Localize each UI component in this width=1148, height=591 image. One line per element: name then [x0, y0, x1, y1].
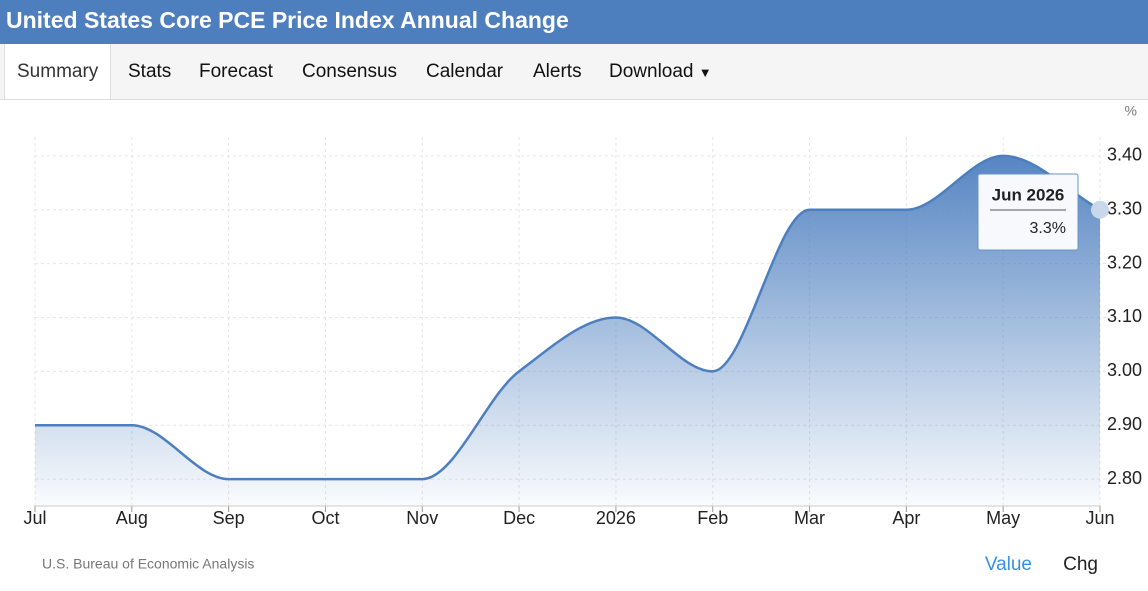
y-tick-label: 3.20	[1107, 252, 1142, 272]
tooltip-title: Jun 2026	[992, 185, 1065, 204]
dropdown-arrow[interactable]: ▼	[698, 65, 712, 80]
area	[35, 155, 1100, 507]
line	[35, 154, 1101, 481]
tab[interactable]: Stats	[128, 61, 172, 82]
unit-label: %	[1125, 103, 1137, 119]
x-tick-label: Apr	[892, 508, 920, 528]
tab-label[interactable]: Download	[609, 61, 694, 82]
tab[interactable]: Summary	[4, 44, 112, 99]
x-tick-label: Dec	[503, 508, 535, 528]
y-tick-label: 3.10	[1107, 306, 1142, 326]
x-tick-label: Nov	[406, 508, 438, 528]
page-title: United States Core PCE Price Index Annua…	[0, 0, 1148, 44]
x-tick-label: 2026	[596, 508, 636, 528]
tab[interactable]: Alerts	[533, 61, 582, 82]
chart: % 2.80 2.90 3.00 3.10 3.20 3.30 3.40 Jul Aug Sep O…	[23, 103, 1142, 575]
tab[interactable]: Forecast	[199, 61, 273, 82]
tooltip: Jun 2026 3.3%	[977, 173, 1079, 251]
x-tick-label: Sep	[213, 508, 245, 528]
x-tick-label: Aug	[116, 508, 148, 528]
tab[interactable]: Calendar	[426, 61, 504, 82]
tooltip-value: 3.3%	[1030, 220, 1066, 237]
tab[interactable]: Download ▼	[597, 44, 724, 99]
y-tick-label: 3.30	[1107, 198, 1142, 218]
y-tick-label: 3.00	[1107, 360, 1142, 380]
x-tick-label: Jun	[1085, 508, 1114, 528]
x-tick-label: May	[986, 508, 1020, 528]
y-tick-label: 2.80	[1107, 468, 1142, 488]
tab-bar: Summary Stats Forecast Consensus Calenda…	[0, 44, 1148, 100]
value-toggle[interactable]: Value	[985, 554, 1032, 575]
y-tick-label: 3.40	[1107, 145, 1142, 165]
x-tick-label: Mar	[794, 508, 825, 528]
chg-toggle[interactable]: Chg	[1063, 554, 1098, 575]
y-tick-label: 2.90	[1107, 414, 1142, 434]
hover-marker	[1091, 200, 1109, 219]
x-tick-label: Oct	[311, 508, 339, 528]
source: U.S. Bureau of Economic Analysis	[42, 556, 254, 572]
x-tick-label: Feb	[697, 508, 728, 528]
tooltip-box	[977, 173, 1079, 251]
tab[interactable]: Consensus	[302, 61, 398, 82]
x-tick-label: Jul	[23, 508, 46, 528]
